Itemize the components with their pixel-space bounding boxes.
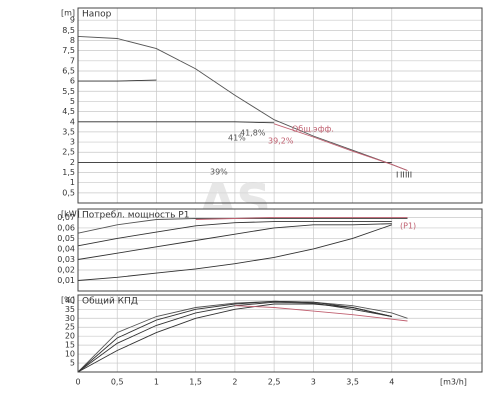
y-unit: [%] bbox=[61, 296, 75, 305]
y-tick-label: 35 bbox=[65, 305, 75, 314]
x-tick-label: 3,5 bbox=[346, 378, 359, 387]
panel-frame bbox=[77, 294, 483, 373]
y-tick-label: 5 bbox=[70, 97, 75, 106]
y-tick-label: 0,01 bbox=[57, 276, 75, 285]
y-tick-label: 8,5 bbox=[62, 26, 75, 35]
y-tick-label: 15 bbox=[65, 341, 75, 350]
x-tick-label: 2 bbox=[232, 378, 237, 387]
y-tick-label: 8 bbox=[70, 36, 75, 45]
y-tick-label: 4,5 bbox=[62, 107, 75, 116]
x-tick-label: 4 bbox=[389, 378, 394, 387]
y-tick-label: 1,5 bbox=[62, 168, 75, 177]
x-tick-label: 0 bbox=[75, 378, 80, 387]
y-tick-label: 0,5 bbox=[62, 188, 75, 197]
y-tick-label: 3 bbox=[70, 138, 75, 147]
annotation: 41,8% bbox=[240, 129, 266, 138]
annotation: 39,2% bbox=[268, 137, 294, 146]
y-tick-label: 0,03 bbox=[57, 255, 75, 264]
x-tick-label: 2,5 bbox=[268, 378, 281, 387]
y-tick-label: 40 bbox=[65, 296, 75, 305]
y-tick-label: 10 bbox=[65, 350, 75, 359]
x-tick-label: 1,5 bbox=[189, 378, 202, 387]
y-tick-label: 5,5 bbox=[62, 87, 75, 96]
panel-background bbox=[78, 209, 482, 291]
curve bbox=[78, 121, 275, 124]
y-tick-label: 6,5 bbox=[62, 66, 75, 75]
y-tick-label: 4 bbox=[70, 117, 75, 126]
panel-title: Общий КПД bbox=[82, 297, 138, 307]
x-tick-label: 1 bbox=[154, 378, 159, 387]
x-tick-label: 0,5 bbox=[111, 378, 124, 387]
annotation: I bbox=[396, 171, 398, 180]
x-tick-label: 3 bbox=[311, 378, 316, 387]
annotation: II bbox=[400, 171, 405, 180]
panel-title: Потребл. мощность P1 bbox=[82, 211, 189, 221]
y-tick-label: 1 bbox=[70, 178, 75, 187]
curve bbox=[77, 303, 392, 373]
curve bbox=[273, 123, 408, 171]
y-tick-label: 30 bbox=[65, 314, 75, 323]
panel-background bbox=[78, 8, 482, 203]
y-tick-label: 6 bbox=[70, 77, 75, 86]
y-tick-label: 0,07 bbox=[57, 213, 75, 222]
annotation: 39% bbox=[210, 168, 228, 177]
curve bbox=[78, 79, 157, 82]
curve bbox=[77, 300, 392, 373]
y-tick-label: 0,06 bbox=[57, 223, 75, 232]
curve bbox=[77, 221, 392, 247]
curve bbox=[77, 223, 392, 260]
y-tick-label: 7,5 bbox=[62, 46, 75, 55]
curve bbox=[77, 224, 392, 281]
curve bbox=[195, 216, 408, 220]
y-tick-label: 0,05 bbox=[57, 234, 75, 243]
y-tick-label: 20 bbox=[65, 332, 75, 341]
annotation: 41% bbox=[228, 134, 246, 143]
annotation: Общ.эфф. bbox=[292, 125, 334, 134]
panel-frame bbox=[77, 208, 483, 292]
y-unit: [m] bbox=[61, 9, 75, 18]
panel-title: Напор bbox=[82, 10, 112, 20]
y-tick-label: 5 bbox=[70, 359, 75, 368]
y-tick-label: 2 bbox=[70, 158, 75, 167]
y-tick-label: 0,04 bbox=[57, 244, 75, 253]
y-tick-label: 9 bbox=[70, 16, 75, 25]
annotation: (P1) bbox=[400, 222, 416, 231]
x-unit: [m3/h] bbox=[440, 378, 467, 387]
y-unit: [kW] bbox=[61, 210, 80, 219]
curve bbox=[234, 305, 408, 322]
annotation: III bbox=[405, 171, 412, 180]
y-tick-label: 2,5 bbox=[62, 148, 75, 157]
curve bbox=[77, 218, 408, 234]
panel-frame bbox=[77, 7, 483, 204]
y-tick-label: 7 bbox=[70, 56, 75, 65]
y-tick-label: 3,5 bbox=[62, 127, 75, 136]
curve bbox=[77, 35, 408, 171]
y-tick-label: 25 bbox=[65, 323, 75, 332]
y-tick-label: 0,02 bbox=[57, 265, 75, 274]
